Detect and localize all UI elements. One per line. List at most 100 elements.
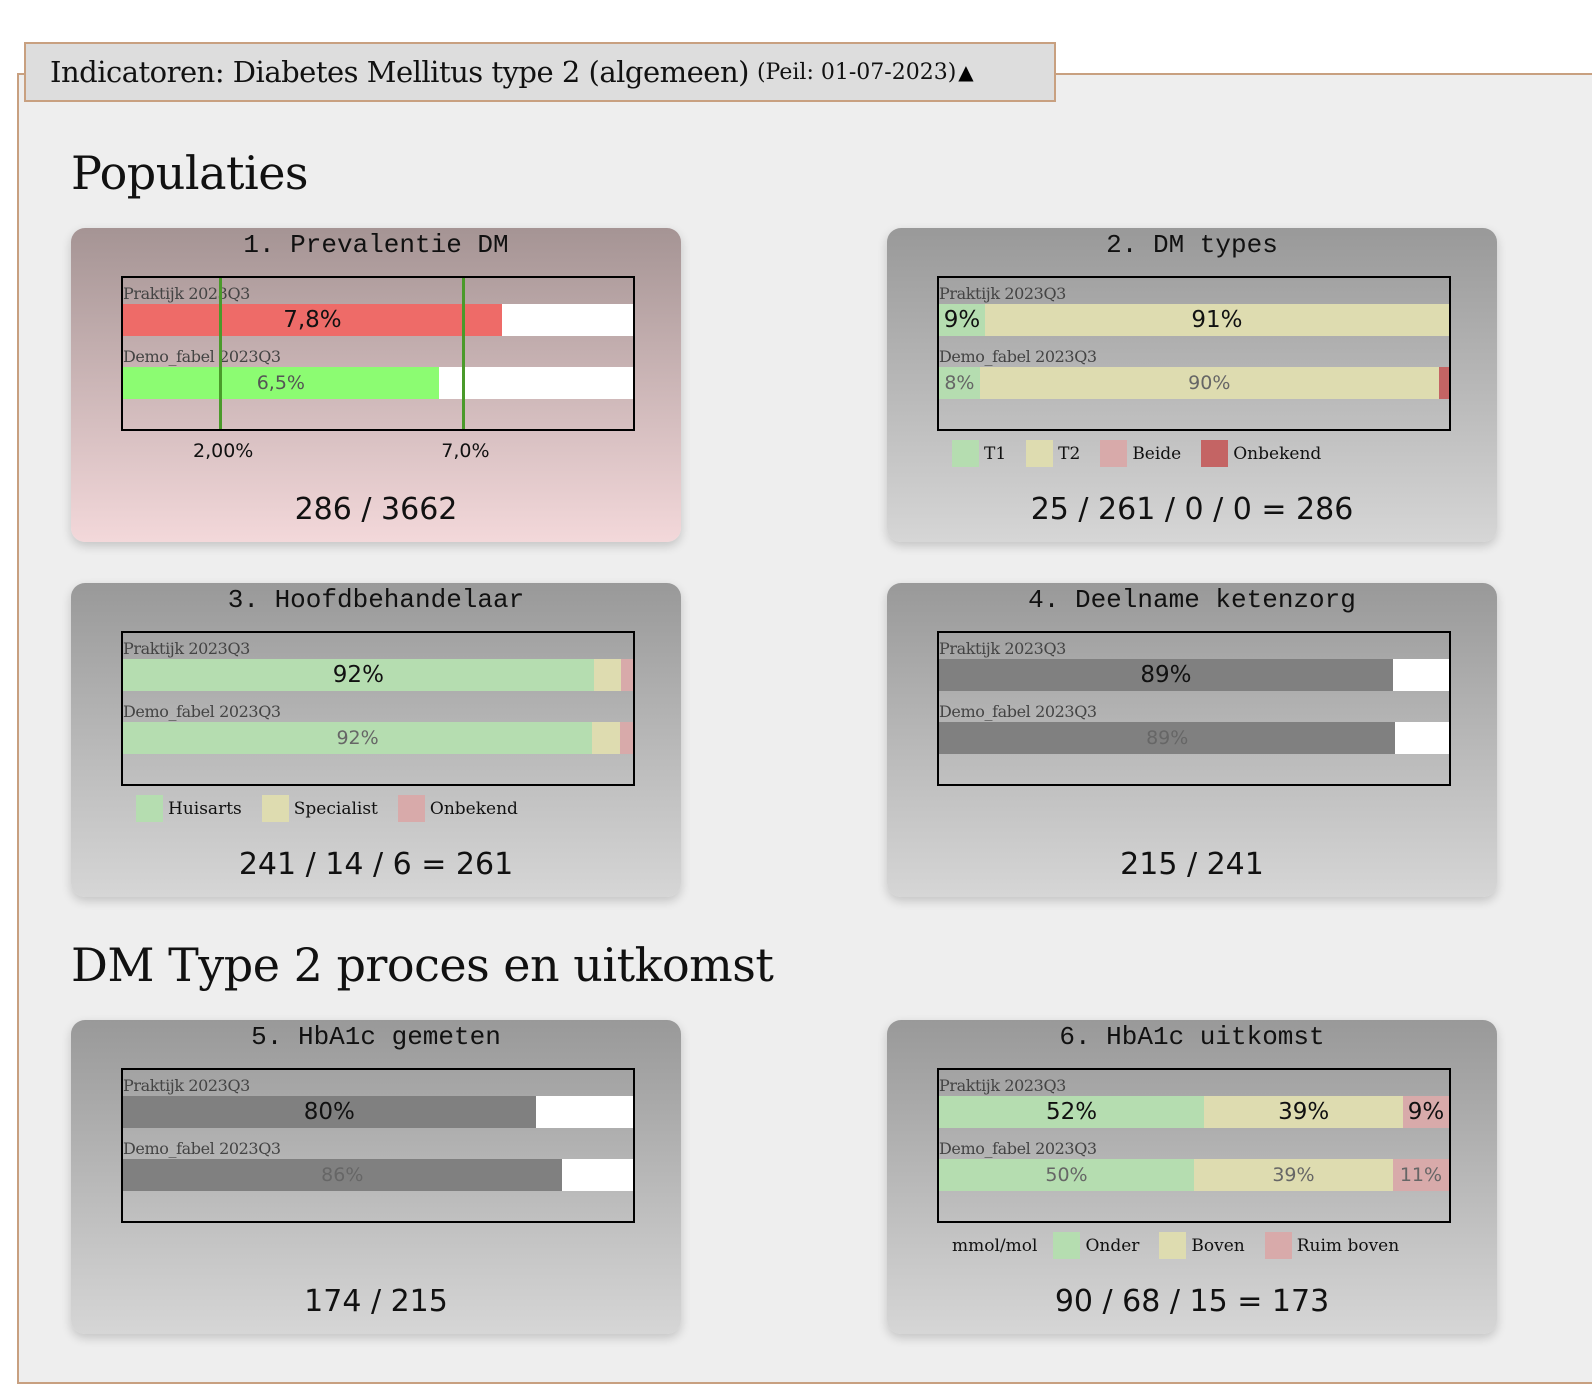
triangle-up-icon[interactable]: ▲ bbox=[958, 60, 974, 84]
stacked-bar: 89% bbox=[939, 659, 1449, 691]
legend-label: Boven bbox=[1191, 1235, 1245, 1256]
bar-segment[interactable]: 91% bbox=[984, 304, 1449, 336]
bar-chart: Praktijk 2023Q3 52% 39% 9% Demo_fabel 2023Q3… bbox=[937, 1068, 1451, 1223]
bar-segment[interactable] bbox=[561, 1159, 633, 1191]
bar-segment[interactable] bbox=[1395, 722, 1449, 754]
bar-segment[interactable]: 9% bbox=[939, 304, 985, 336]
row-label: Praktijk 2023Q3 bbox=[939, 1076, 1066, 1095]
card-title: 4. Deelname ketenzorg bbox=[1028, 585, 1356, 615]
card-count: 215 / 241 bbox=[1120, 847, 1264, 882]
reference-label: 2,00% bbox=[192, 440, 254, 462]
stacked-bar: 6,5% bbox=[123, 367, 633, 399]
indicator-card[interactable]: 2. DM types Praktijk 2023Q3 9% 91% Demo_fabe… bbox=[887, 228, 1497, 542]
card-title: 3. Hoofdbehandelaar bbox=[227, 585, 525, 615]
reference-tick-labels: 2,00% 7,0% bbox=[121, 440, 635, 464]
card-count: 286 / 3662 bbox=[294, 492, 458, 527]
reference-line bbox=[462, 278, 465, 429]
stacked-bar: 50% 39% 11% bbox=[939, 1159, 1449, 1191]
card-title: 6. HbA1c uitkomst bbox=[1059, 1022, 1325, 1052]
legend-label: Huisarts bbox=[168, 798, 242, 819]
legend-label: Ruim boven bbox=[1296, 1235, 1400, 1256]
stacked-bar: 92% bbox=[123, 659, 633, 691]
legend-swatch bbox=[1053, 1232, 1081, 1259]
bar-segment[interactable] bbox=[1392, 659, 1449, 691]
row-label: Praktijk 2023Q3 bbox=[123, 284, 250, 303]
bar-segment[interactable]: 7,8% bbox=[123, 304, 502, 336]
bar-segment[interactable]: 8% bbox=[939, 367, 980, 399]
bar-segment[interactable]: 92% bbox=[123, 659, 594, 691]
row-label: Demo_fabel 2023Q3 bbox=[123, 702, 281, 721]
bar-segment[interactable]: 50% bbox=[939, 1159, 1194, 1191]
card-title: 5. HbA1c gemeten bbox=[251, 1022, 501, 1052]
indicator-card[interactable]: 4. Deelname ketenzorg Praktijk 2023Q3 89% D… bbox=[887, 583, 1497, 897]
legend-label: T1 bbox=[984, 443, 1007, 464]
legend-item: T1 bbox=[952, 440, 1006, 467]
legend-label: Onder bbox=[1085, 1235, 1140, 1256]
legend-label: Specialist bbox=[293, 798, 378, 819]
legend-item: Ruim boven bbox=[1264, 1232, 1400, 1259]
legend-item: Boven bbox=[1159, 1232, 1245, 1259]
stacked-bar: 7,8% bbox=[123, 304, 633, 336]
row-label: Demo_fabel 2023Q3 bbox=[123, 347, 281, 366]
row-label: Praktijk 2023Q3 bbox=[123, 1076, 250, 1095]
legend-item: Onbekend bbox=[397, 795, 518, 822]
legend-item: T2 bbox=[1026, 440, 1080, 467]
bar-segment[interactable] bbox=[593, 659, 622, 691]
card-count: 241 / 14 / 6 = 261 bbox=[238, 847, 514, 882]
indicator-group-title: Indicatoren: Diabetes Mellitus type 2 (a… bbox=[50, 55, 749, 89]
indicator-card[interactable]: 6. HbA1c uitkomst Praktijk 2023Q3 52% 39% 9%… bbox=[887, 1020, 1497, 1334]
indicator-card[interactable]: 5. HbA1c gemeten Praktijk 2023Q3 80% Demo_f… bbox=[71, 1020, 681, 1334]
legend-swatch bbox=[261, 795, 289, 822]
row-label: Praktijk 2023Q3 bbox=[939, 284, 1066, 303]
card-count: 90 / 68 / 15 = 173 bbox=[1054, 1284, 1330, 1319]
bar-segment[interactable]: 89% bbox=[939, 659, 1393, 691]
legend-label: Onbekend bbox=[429, 798, 518, 819]
legend-swatch bbox=[952, 440, 979, 467]
stacked-bar: 92% bbox=[123, 722, 633, 754]
row-label: Praktijk 2023Q3 bbox=[939, 639, 1066, 658]
row-label: Demo_fabel 2023Q3 bbox=[939, 1139, 1097, 1158]
bar-segment[interactable]: 52% bbox=[939, 1096, 1205, 1128]
stacked-bar: 80% bbox=[123, 1096, 633, 1128]
bar-segment[interactable]: 90% bbox=[979, 367, 1439, 399]
bar-segment[interactable]: 92% bbox=[123, 722, 593, 754]
chart-legend: T1 T2 Beide Onbekend bbox=[952, 440, 1341, 467]
bar-segment[interactable]: 6,5% bbox=[123, 367, 439, 399]
bar-segment[interactable] bbox=[592, 722, 621, 754]
legend-item: Beide bbox=[1100, 440, 1181, 467]
bar-segment[interactable] bbox=[1438, 367, 1449, 399]
bar-segment[interactable]: 39% bbox=[1194, 1159, 1393, 1191]
reference-line bbox=[219, 278, 223, 429]
card-title: 1. Prevalentie DM bbox=[243, 230, 509, 260]
bar-segment[interactable] bbox=[620, 722, 633, 754]
bar-segment[interactable]: 11% bbox=[1392, 1159, 1449, 1191]
bar-chart: Praktijk 2023Q3 7,8% Demo_fabel 2023Q3 6,5% bbox=[121, 276, 635, 431]
legend-swatch bbox=[1159, 1232, 1187, 1259]
legend-swatch bbox=[1026, 440, 1054, 467]
legend-swatch bbox=[1264, 1232, 1292, 1259]
indicator-card[interactable]: 3. Hoofdbehandelaar Praktijk 2023Q3 92% Dem… bbox=[71, 583, 681, 897]
stacked-bar: 9% 91% bbox=[939, 304, 1449, 336]
stacked-bar: 52% 39% 9% bbox=[939, 1096, 1449, 1128]
bar-segment[interactable]: 89% bbox=[939, 722, 1396, 754]
bar-chart: Praktijk 2023Q3 9% 91% Demo_fabel 2023Q3 8% 9… bbox=[937, 276, 1451, 431]
indicator-group-toggle[interactable]: Indicatoren: Diabetes Mellitus type 2 (a… bbox=[24, 42, 1056, 102]
bar-segment[interactable] bbox=[535, 1096, 633, 1128]
legend-item: Huisarts bbox=[136, 795, 242, 822]
card-count: 174 / 215 bbox=[304, 1284, 448, 1319]
section-title-populaties: Populaties bbox=[71, 146, 309, 200]
legend-swatch bbox=[397, 795, 425, 822]
bar-segment[interactable]: 80% bbox=[123, 1096, 536, 1128]
bar-segment[interactable]: 9% bbox=[1403, 1096, 1449, 1128]
legend-item: Onbekend bbox=[1201, 440, 1321, 467]
bar-segment[interactable]: 39% bbox=[1204, 1096, 1404, 1128]
legend-label: Onbekend bbox=[1233, 443, 1322, 464]
indicator-card[interactable]: 1. Prevalentie DM 2,00% 7,0% Praktijk 2023Q… bbox=[71, 228, 681, 542]
row-label: Demo_fabel 2023Q3 bbox=[123, 1139, 281, 1158]
peil-date: (Peil: 01-07-2023) bbox=[756, 59, 957, 85]
row-label: Praktijk 2023Q3 bbox=[123, 639, 250, 658]
legend-item: Specialist bbox=[261, 795, 378, 822]
section-title-proces-uitkomst: DM Type 2 proces en uitkomst bbox=[71, 938, 774, 992]
bar-segment[interactable] bbox=[621, 659, 633, 691]
bar-segment[interactable]: 86% bbox=[123, 1159, 562, 1191]
